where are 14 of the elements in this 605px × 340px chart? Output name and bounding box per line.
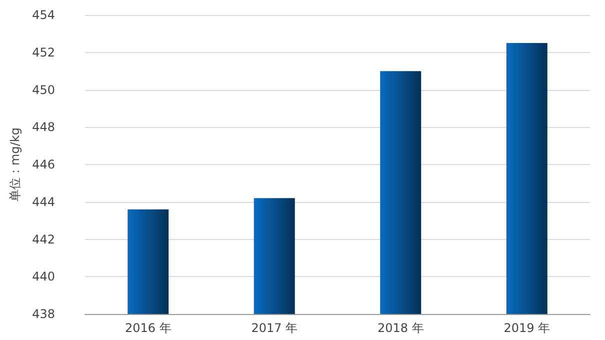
y-tick-label: 438	[32, 307, 55, 321]
x-tick-label: 2019 年	[504, 321, 550, 335]
x-tick-label: 2018 年	[377, 321, 424, 335]
y-axis-title: 单位：mg/kg	[8, 128, 22, 202]
y-tick-label: 450	[32, 82, 55, 97]
y-tick-label: 442	[32, 232, 55, 246]
y-tick-label: 444	[32, 194, 55, 209]
y-tick-label: 440	[32, 270, 55, 284]
x-tick-label: 2017 年	[251, 321, 298, 335]
x-tick-label: 2016 年	[124, 321, 172, 335]
y-tick-label: 448	[32, 120, 55, 134]
y-tick-label: 452	[32, 45, 55, 60]
y-tick-label: 446	[32, 158, 55, 172]
y-tick-label: 454	[32, 8, 55, 22]
